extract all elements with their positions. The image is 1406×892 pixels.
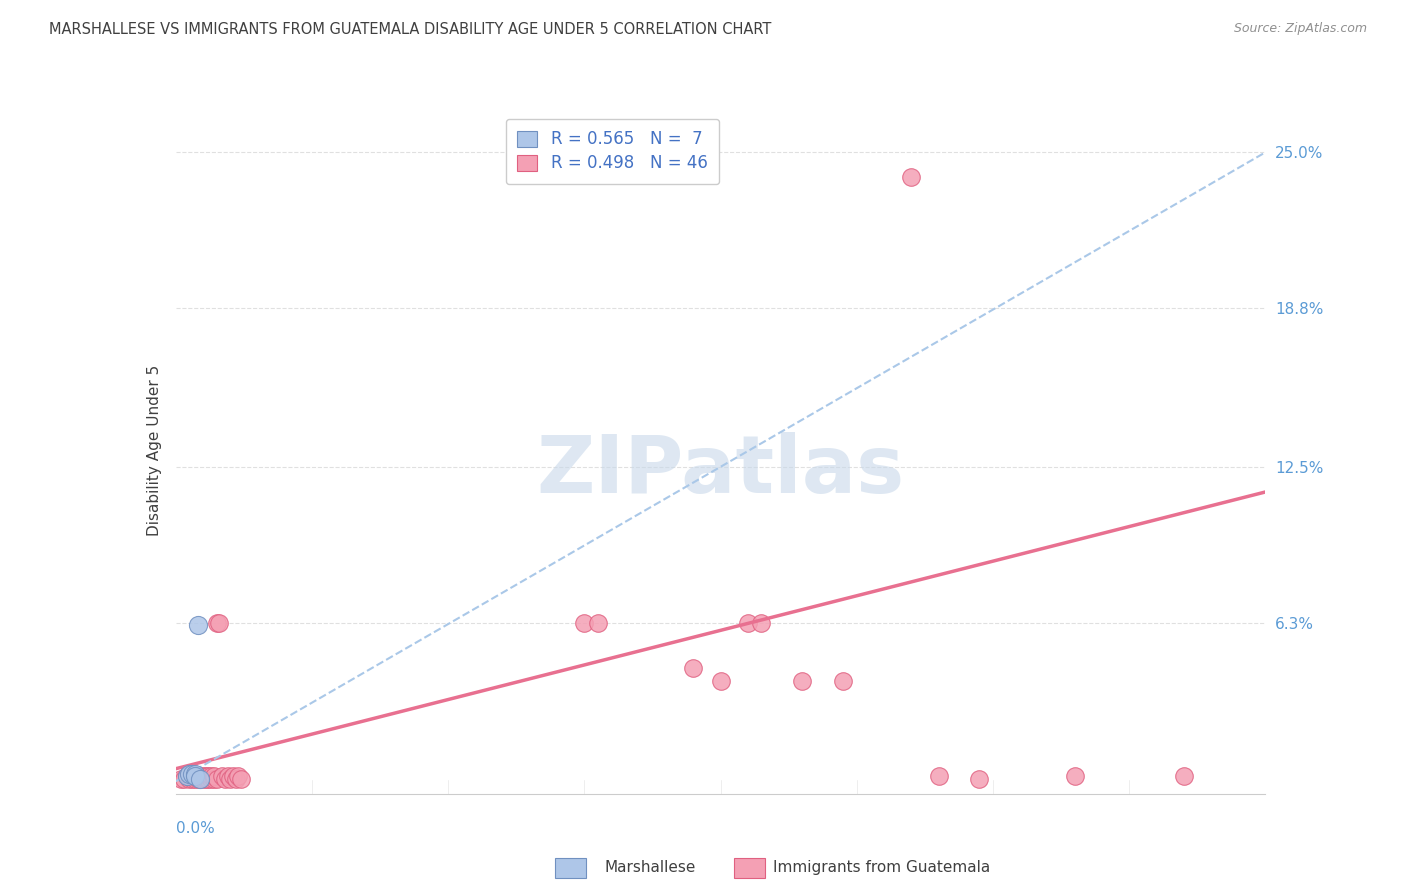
Point [222,769,245,783]
Y-axis label: Disability Age Under 5: Disability Age Under 5 [146,365,162,536]
Point [792,673,814,688]
Point [586,615,609,630]
Point [184,766,207,780]
Point [173,772,195,786]
Point [194,772,217,786]
Text: Source: ZipAtlas.com: Source: ZipAtlas.com [1233,22,1367,36]
Point [205,772,228,786]
Point [219,772,242,786]
Point [188,769,211,783]
Point [191,769,214,783]
Point [191,772,214,786]
Point [200,769,222,783]
Point [170,772,193,786]
Point [710,673,733,688]
Point [231,772,253,786]
Point [202,769,225,783]
Legend: R = 0.565   N =  7, R = 0.498   N = 46: R = 0.565 N = 7, R = 0.498 N = 46 [506,119,718,184]
Point [184,769,207,783]
Point [181,769,204,783]
Point [186,618,209,632]
Point [176,769,198,783]
Point [928,769,950,783]
Point [202,772,225,786]
Text: 0.0%: 0.0% [176,822,215,837]
Point [211,769,233,783]
Text: Immigrants from Guatemala: Immigrants from Guatemala [773,860,991,874]
Point [225,772,247,786]
Point [751,615,773,630]
Point [179,769,201,783]
Point [188,772,211,786]
Point [1173,769,1195,783]
Point [737,615,759,630]
Point [228,769,250,783]
Point [184,769,207,783]
Point [181,772,204,786]
Point [194,769,217,783]
Point [179,766,201,780]
Point [205,615,228,630]
Point [574,615,596,630]
Point [197,769,219,783]
Point [181,766,204,780]
Point [1063,769,1085,783]
Text: MARSHALLESE VS IMMIGRANTS FROM GUATEMALA DISABILITY AGE UNDER 5 CORRELATION CHAR: MARSHALLESE VS IMMIGRANTS FROM GUATEMALA… [49,22,772,37]
Text: ZIPatlas: ZIPatlas [537,432,904,510]
Point [179,772,201,786]
Point [197,772,219,786]
Point [832,673,855,688]
Point [214,772,236,786]
Point [184,772,207,786]
Point [200,772,222,786]
Point [682,661,704,675]
Point [969,772,991,786]
Text: Marshallese: Marshallese [605,860,696,874]
Point [900,170,922,185]
Point [186,769,209,783]
Point [176,769,198,783]
Point [186,772,209,786]
Point [217,769,239,783]
Point [208,615,231,630]
